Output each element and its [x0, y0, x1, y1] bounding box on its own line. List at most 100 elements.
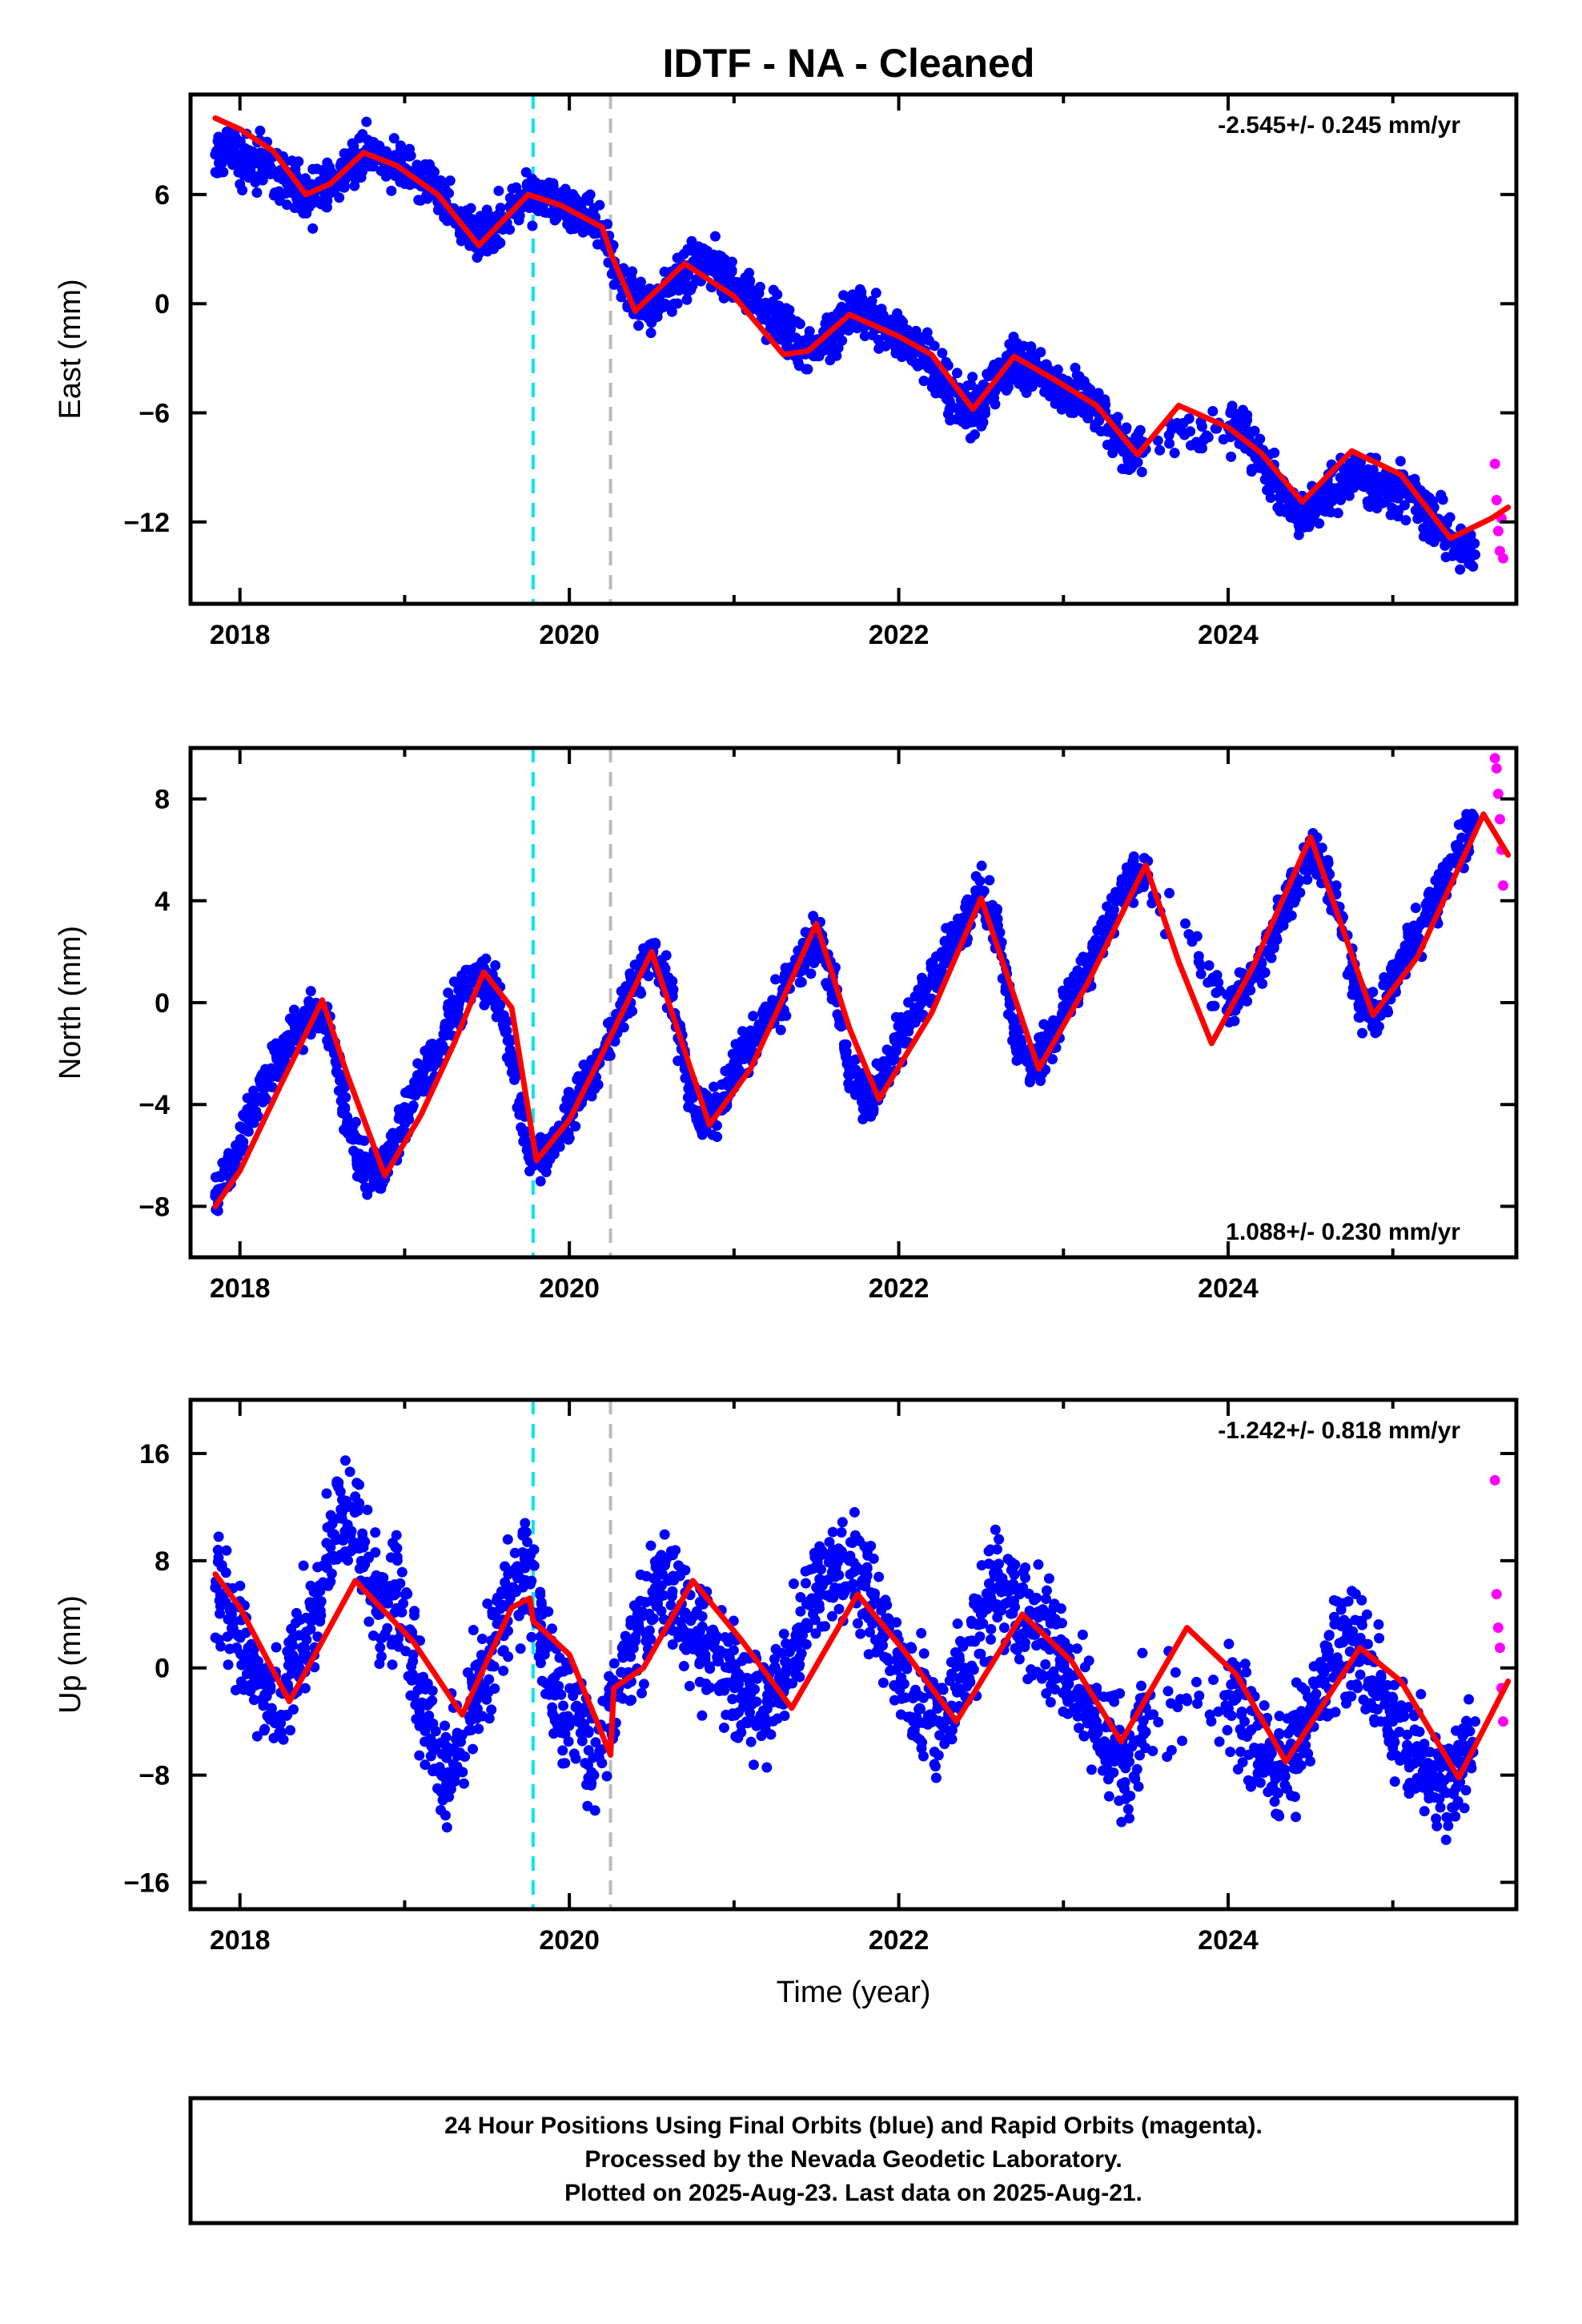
east-point: [386, 185, 397, 196]
north-x-tick-label: 2022: [869, 1273, 930, 1304]
east-point: [1107, 448, 1118, 459]
up-point: [526, 1631, 537, 1642]
up-point: [543, 1606, 554, 1618]
east-y-tick-label: −6: [139, 399, 170, 429]
east-y-tick-label: 0: [155, 289, 170, 320]
east-point: [1306, 517, 1317, 528]
north-point: [895, 1019, 906, 1030]
north-point: [984, 875, 995, 886]
north-point: [961, 897, 972, 908]
east-point: [937, 348, 948, 359]
north-point: [1242, 995, 1253, 1007]
north-point: [1445, 853, 1456, 864]
north-point: [668, 984, 679, 995]
up-point: [235, 1676, 247, 1687]
east-point: [493, 185, 504, 196]
north-point: [248, 1085, 259, 1096]
up-point: [515, 1562, 526, 1574]
east-point: [540, 207, 552, 219]
north-point: [1026, 1072, 1037, 1083]
up-point: [391, 1530, 402, 1541]
up-point: [590, 1737, 601, 1748]
north-x-tick-label: 2018: [210, 1273, 271, 1304]
up-point: [464, 1725, 475, 1736]
up-point: [321, 1488, 332, 1499]
north-point: [796, 976, 807, 987]
north-point: [781, 1010, 792, 1021]
up-point: [375, 1651, 387, 1663]
north-point: [516, 1122, 527, 1133]
up-point: [473, 1723, 484, 1735]
north-point: [1410, 903, 1421, 914]
east-rate-annotation: -2.545+/- 0.245 mm/yr: [1218, 112, 1460, 139]
east-point: [216, 157, 227, 168]
east-point: [544, 177, 555, 188]
north-point: [563, 1134, 574, 1145]
east-point: [576, 202, 587, 213]
east-point: [1376, 474, 1387, 485]
east-point: [1325, 482, 1336, 493]
east-point: [235, 136, 246, 147]
north-point: [465, 977, 476, 988]
up-point: [391, 1542, 403, 1554]
north-point: [1409, 928, 1420, 939]
east-y-tick-label: 6: [155, 180, 170, 211]
up-point: [563, 1736, 574, 1747]
east-point: [293, 156, 304, 167]
north-point: [1492, 788, 1504, 799]
up-point: [295, 1614, 306, 1626]
north-point: [383, 1140, 394, 1152]
north-point: [578, 1059, 589, 1071]
east-point: [1225, 408, 1236, 419]
north-y-tick-label: 0: [155, 988, 170, 1019]
up-point: [287, 1704, 299, 1715]
north-x-tick-label: 2024: [1198, 1273, 1259, 1304]
up-point: [440, 1720, 451, 1731]
north-point: [428, 1057, 439, 1068]
north-point: [1211, 970, 1223, 981]
east-point: [412, 159, 423, 171]
north-point: [1498, 880, 1509, 891]
up-point: [328, 1529, 339, 1540]
north-point: [210, 1172, 221, 1183]
up-point: [468, 1743, 479, 1755]
east-point: [1249, 425, 1260, 436]
north-point: [775, 1024, 786, 1035]
east-point: [896, 352, 907, 363]
north-rate-annotation: 1.088+/- 0.230 mm/yr: [1226, 1219, 1460, 1245]
up-point: [363, 1616, 375, 1627]
east-point: [427, 165, 438, 176]
north-y-tick-label: 4: [155, 887, 170, 917]
east-point: [1014, 378, 1025, 389]
east-point: [1028, 376, 1039, 388]
east-point: [1295, 516, 1307, 527]
up-point: [535, 1590, 546, 1601]
north-point: [508, 1074, 520, 1085]
up-point: [271, 1642, 282, 1653]
up-point: [524, 1578, 536, 1590]
up-point: [556, 1689, 567, 1700]
north-point: [770, 974, 781, 985]
east-point: [897, 321, 908, 332]
north-point: [991, 903, 1002, 915]
up-point: [560, 1711, 571, 1723]
up-point: [608, 1658, 620, 1669]
up-point: [376, 1571, 387, 1582]
up-point: [294, 1630, 305, 1641]
up-point: [414, 1750, 425, 1761]
up-point: [223, 1659, 234, 1671]
north-point: [1489, 753, 1500, 764]
north-point: [1107, 910, 1118, 921]
north-point: [857, 1113, 869, 1124]
east-point: [594, 199, 605, 211]
north-point: [292, 1028, 303, 1039]
north-point: [1195, 968, 1207, 979]
north-point: [1078, 970, 1089, 981]
up-point: [259, 1723, 271, 1735]
up-point: [444, 1791, 455, 1803]
north-point: [412, 1074, 423, 1085]
up-point: [258, 1699, 269, 1711]
east-point: [1201, 430, 1212, 441]
north-point: [443, 999, 454, 1010]
